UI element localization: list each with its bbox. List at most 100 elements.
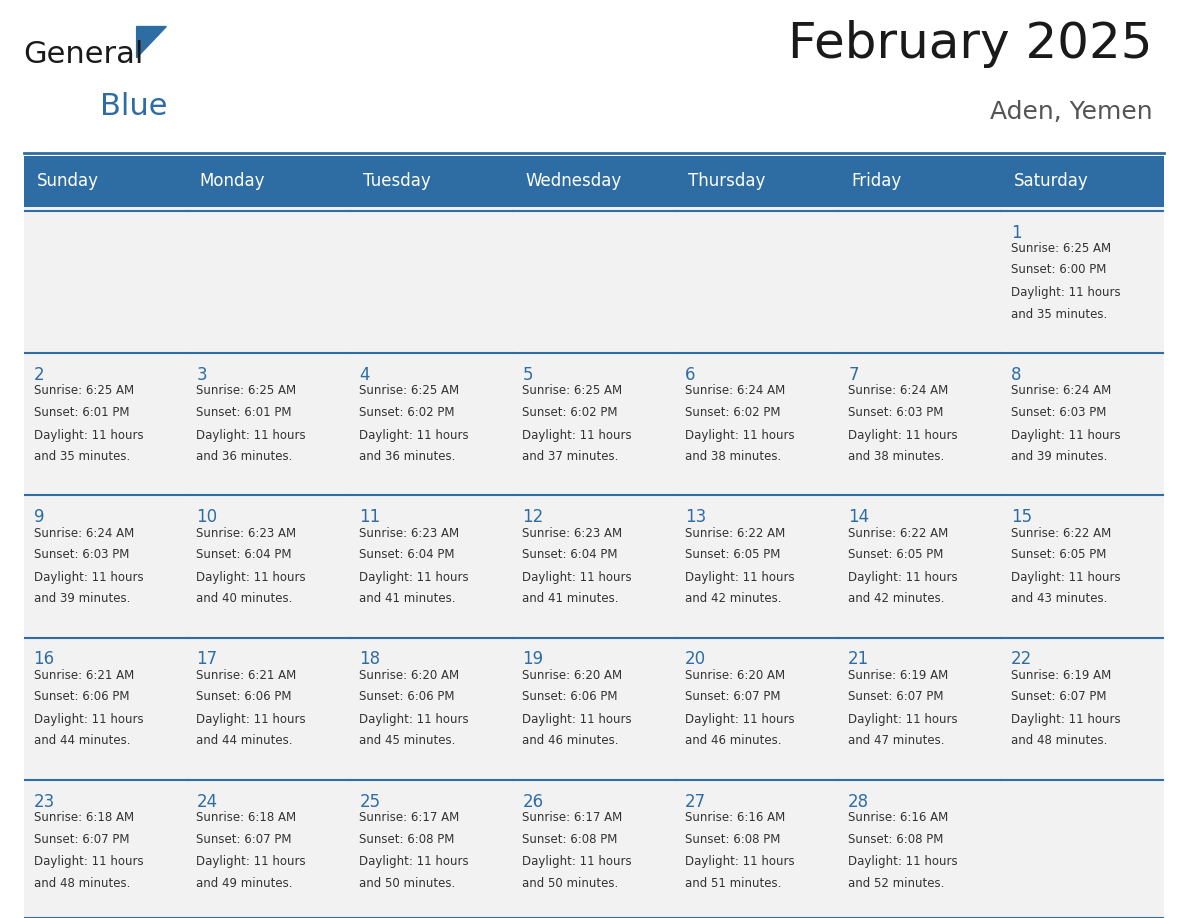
Bar [349,491,512,633]
Text: Daylight: 11 hours: Daylight: 11 hours [33,429,144,442]
Text: and 49 minutes.: and 49 minutes. [196,877,293,890]
Bar [676,491,839,633]
Text: Sunrise: 6:18 AM: Sunrise: 6:18 AM [33,812,134,824]
Bar [839,633,1001,776]
Text: Daylight: 11 hours: Daylight: 11 hours [196,856,307,868]
Text: and 35 minutes.: and 35 minutes. [33,450,129,463]
Bar [676,776,839,918]
Polygon shape [137,27,166,58]
Text: and 50 minutes.: and 50 minutes. [523,877,619,890]
Bar [676,207,839,349]
Text: Sunset: 6:02 PM: Sunset: 6:02 PM [685,406,781,419]
Text: Sunrise: 6:20 AM: Sunrise: 6:20 AM [523,669,623,682]
Text: 24: 24 [196,793,217,811]
Text: 28: 28 [848,793,870,811]
Text: Tuesday: Tuesday [362,173,430,190]
Text: Sunset: 6:07 PM: Sunset: 6:07 PM [1011,690,1106,703]
Text: and 38 minutes.: and 38 minutes. [685,450,782,463]
Text: Sunset: 6:02 PM: Sunset: 6:02 PM [523,406,618,419]
Bar [187,207,349,349]
Text: and 48 minutes.: and 48 minutes. [33,877,129,890]
Text: and 47 minutes.: and 47 minutes. [848,734,944,747]
Text: Sunset: 6:05 PM: Sunset: 6:05 PM [848,548,943,561]
Text: 9: 9 [33,509,44,526]
Text: Sunrise: 6:23 AM: Sunrise: 6:23 AM [196,527,297,540]
Text: Daylight: 11 hours: Daylight: 11 hours [33,571,144,584]
Text: Daylight: 11 hours: Daylight: 11 hours [848,856,958,868]
Text: 13: 13 [685,509,707,526]
Text: and 46 minutes.: and 46 minutes. [685,734,782,747]
Text: and 41 minutes.: and 41 minutes. [523,592,619,605]
Text: Sunset: 6:07 PM: Sunset: 6:07 PM [196,833,292,845]
Bar [1001,207,1164,349]
Text: Sunrise: 6:23 AM: Sunrise: 6:23 AM [523,527,623,540]
Text: Sunrise: 6:25 AM: Sunrise: 6:25 AM [523,385,623,397]
Text: Sunset: 6:08 PM: Sunset: 6:08 PM [360,833,455,845]
Bar [1001,633,1164,776]
Text: Sunrise: 6:25 AM: Sunrise: 6:25 AM [33,385,134,397]
Text: Sunrise: 6:16 AM: Sunrise: 6:16 AM [848,812,948,824]
Text: 19: 19 [523,651,543,668]
Text: and 48 minutes.: and 48 minutes. [1011,734,1107,747]
Text: 2: 2 [33,366,44,384]
Text: Sunset: 6:07 PM: Sunset: 6:07 PM [685,690,781,703]
Bar [839,776,1001,918]
Text: Sunset: 6:04 PM: Sunset: 6:04 PM [523,548,618,561]
Text: 23: 23 [33,793,55,811]
Text: Sunrise: 6:25 AM: Sunrise: 6:25 AM [196,385,297,397]
Text: and 41 minutes.: and 41 minutes. [360,592,456,605]
Text: Sunset: 6:04 PM: Sunset: 6:04 PM [196,548,292,561]
Text: Daylight: 11 hours: Daylight: 11 hours [1011,571,1120,584]
Text: and 51 minutes.: and 51 minutes. [685,877,782,890]
Bar [24,633,187,776]
Text: 20: 20 [685,651,707,668]
Text: Sunday: Sunday [37,173,99,190]
Text: Sunrise: 6:19 AM: Sunrise: 6:19 AM [848,669,948,682]
Bar [676,633,839,776]
Text: Sunset: 6:06 PM: Sunset: 6:06 PM [196,690,292,703]
Text: Sunset: 6:08 PM: Sunset: 6:08 PM [685,833,781,845]
Text: Daylight: 11 hours: Daylight: 11 hours [360,856,469,868]
Text: 17: 17 [196,651,217,668]
Text: Sunset: 6:08 PM: Sunset: 6:08 PM [523,833,618,845]
Text: Daylight: 11 hours: Daylight: 11 hours [360,429,469,442]
Text: Wednesday: Wednesday [525,173,621,190]
Bar [512,491,676,633]
Text: 1: 1 [1011,224,1022,241]
Text: 3: 3 [196,366,207,384]
Text: 14: 14 [848,509,870,526]
Bar [839,207,1001,349]
Text: Sunset: 6:03 PM: Sunset: 6:03 PM [1011,406,1106,419]
Text: Blue: Blue [101,92,168,120]
Text: 27: 27 [685,793,707,811]
Bar [512,633,676,776]
Text: and 36 minutes.: and 36 minutes. [196,450,292,463]
Text: Sunset: 6:04 PM: Sunset: 6:04 PM [360,548,455,561]
Text: Sunset: 6:05 PM: Sunset: 6:05 PM [1011,548,1106,561]
Text: Sunset: 6:05 PM: Sunset: 6:05 PM [685,548,781,561]
Bar [512,776,676,918]
Bar [349,349,512,491]
Text: Sunset: 6:08 PM: Sunset: 6:08 PM [848,833,943,845]
Text: Daylight: 11 hours: Daylight: 11 hours [685,571,795,584]
Text: Daylight: 11 hours: Daylight: 11 hours [33,713,144,726]
Bar [349,776,512,918]
Bar [349,633,512,776]
Text: Sunrise: 6:18 AM: Sunrise: 6:18 AM [196,812,297,824]
Text: Daylight: 11 hours: Daylight: 11 hours [1011,286,1120,299]
Text: Daylight: 11 hours: Daylight: 11 hours [196,713,307,726]
Text: 26: 26 [523,793,543,811]
Text: Sunset: 6:02 PM: Sunset: 6:02 PM [360,406,455,419]
Text: and 44 minutes.: and 44 minutes. [33,734,129,747]
Bar [24,207,187,349]
Text: Sunrise: 6:22 AM: Sunrise: 6:22 AM [1011,527,1111,540]
Text: and 42 minutes.: and 42 minutes. [685,592,782,605]
Text: Sunrise: 6:19 AM: Sunrise: 6:19 AM [1011,669,1111,682]
Text: Saturday: Saturday [1015,173,1089,190]
Text: Sunrise: 6:20 AM: Sunrise: 6:20 AM [685,669,785,682]
Text: Daylight: 11 hours: Daylight: 11 hours [685,429,795,442]
Text: Aden, Yemen: Aden, Yemen [990,100,1152,124]
Text: and 39 minutes.: and 39 minutes. [1011,450,1107,463]
Text: 18: 18 [360,651,380,668]
Text: February 2025: February 2025 [788,19,1152,68]
